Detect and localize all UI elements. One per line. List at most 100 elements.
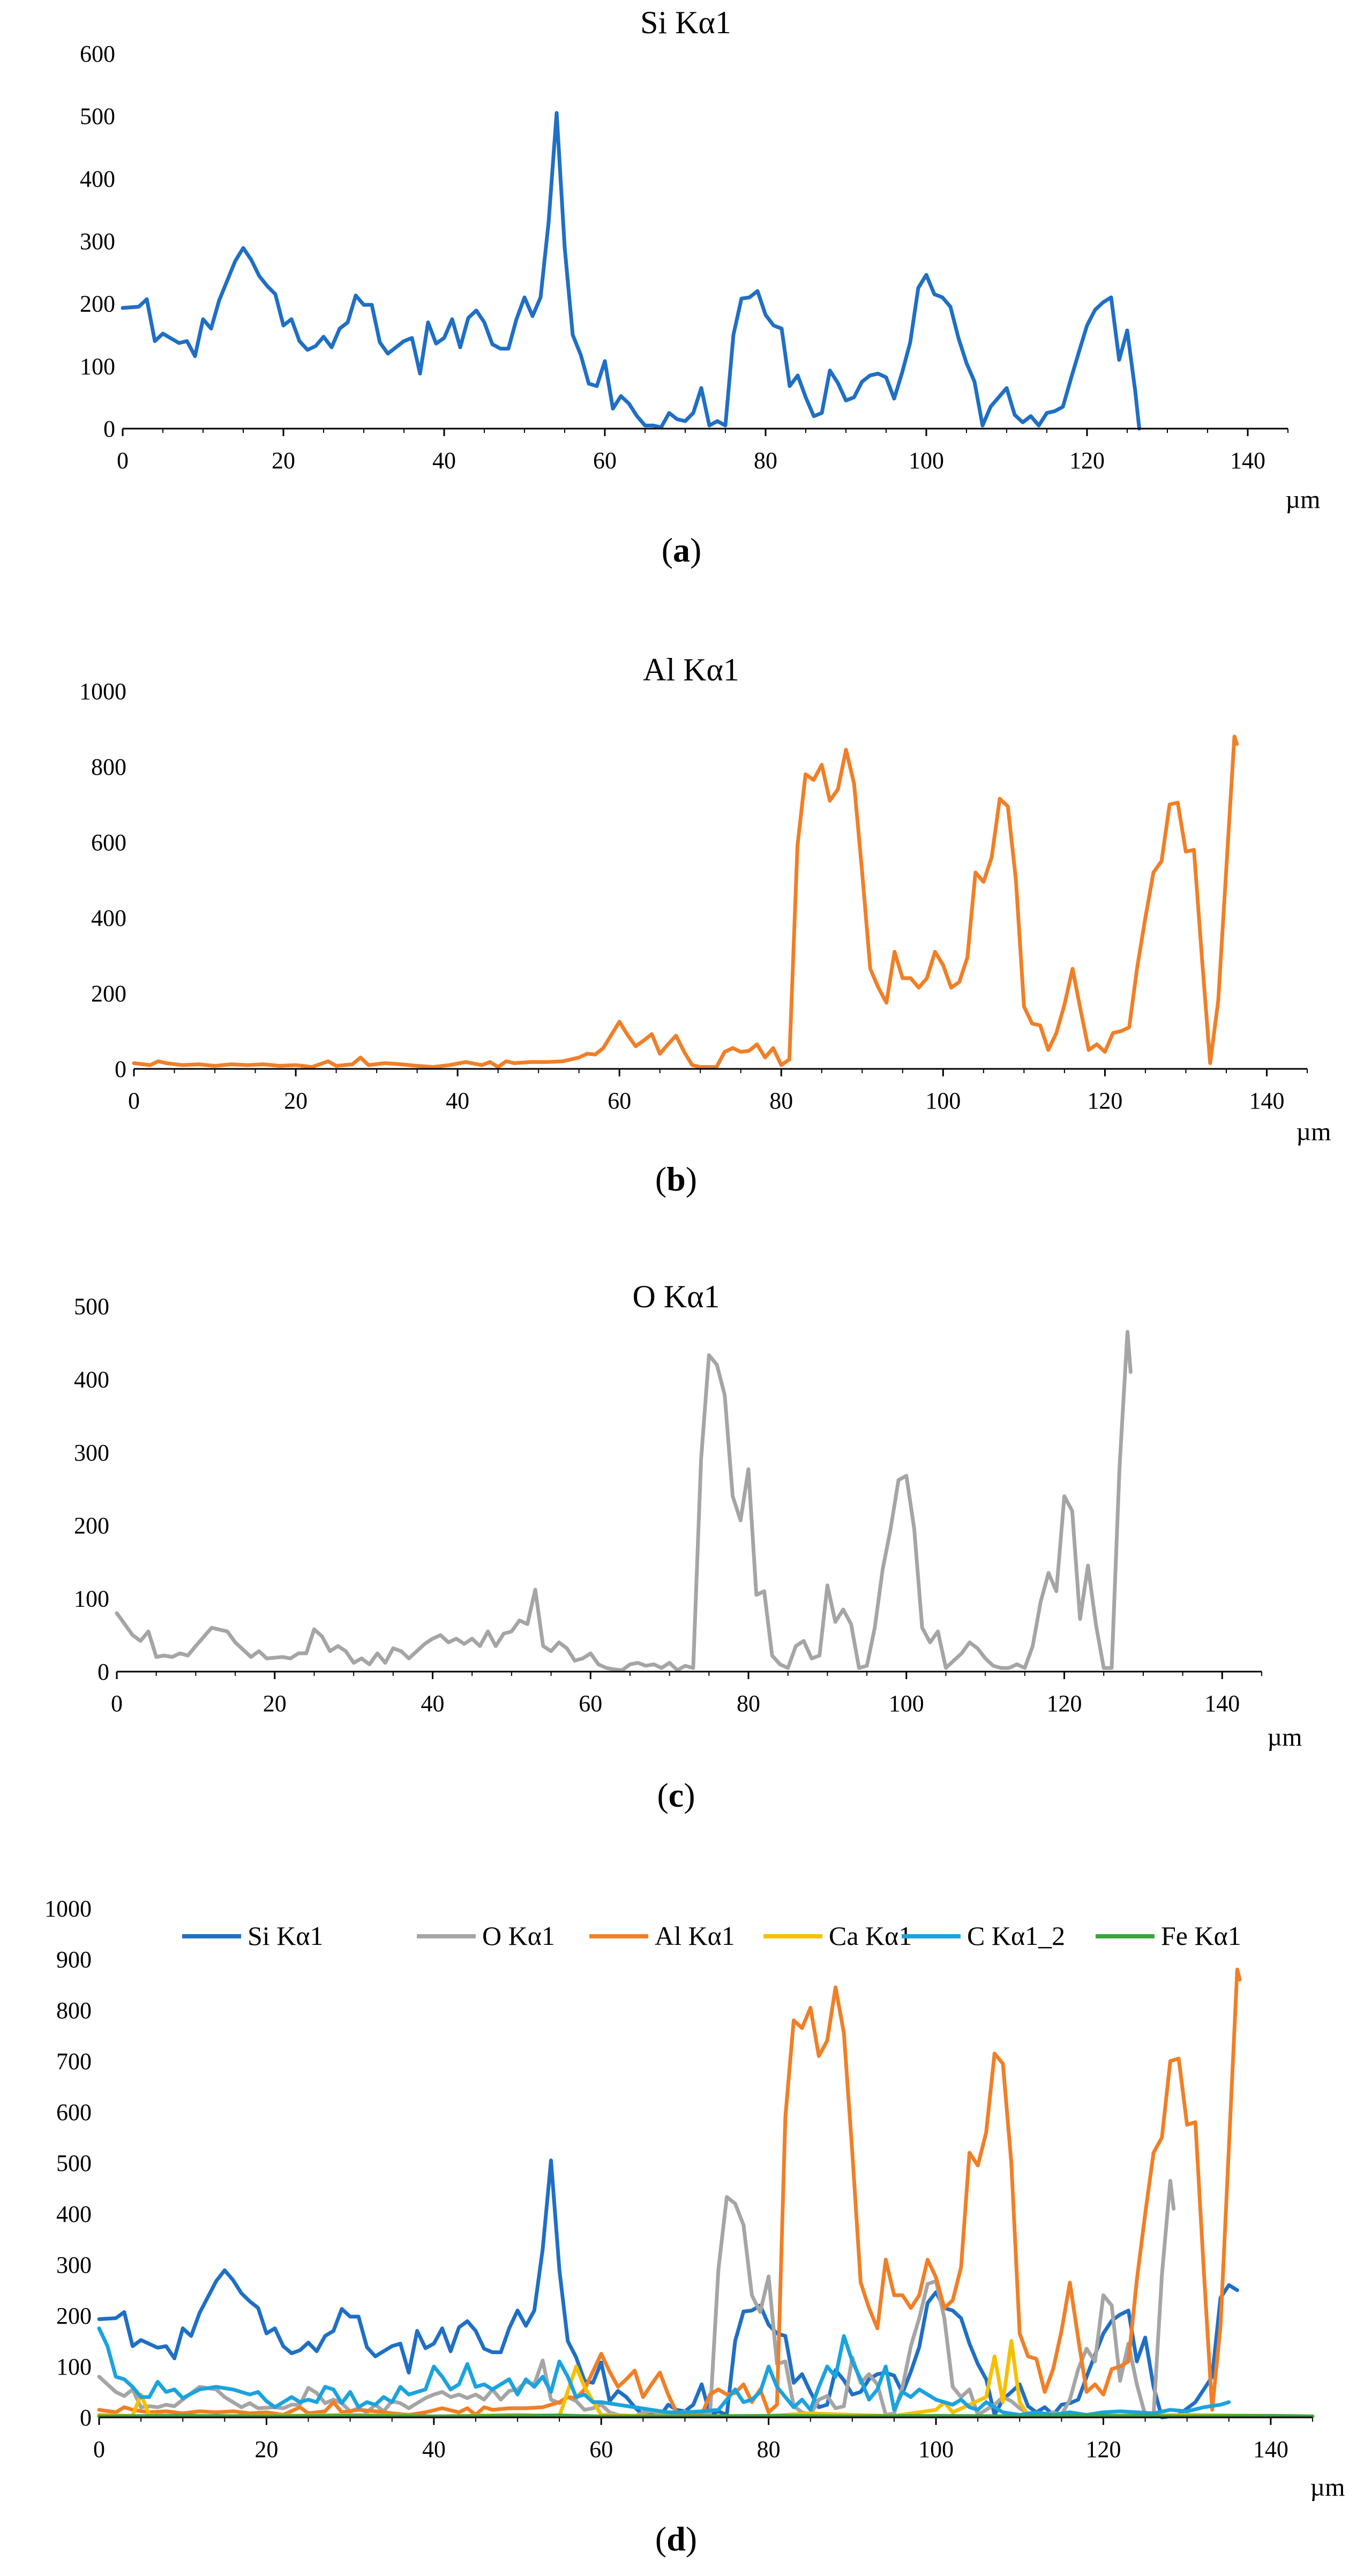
panel-d-y-tick-100: 100	[56, 2354, 92, 2380]
panel-a: Si Kα1 0 100 200 300 400 500 600 0 20 40 60 80 100 1…	[80, 5, 1321, 569]
panel-b-x-tick-40: 40	[446, 1088, 469, 1114]
panel-c-x-tick-140: 140	[1204, 1690, 1240, 1717]
panel-d: Si Kα1 O Kα1 Al Kα1 Ca Kα1 C Kα1_2 Fe Kα1 0 10…	[44, 1896, 1345, 2558]
panel-a-y-tick-labels: 0 100 200 300 400 500 600	[80, 41, 115, 442]
panel-c-y-tick-100: 100	[74, 1586, 109, 1612]
panel-d-y-tick-700: 700	[56, 2048, 92, 2075]
legend-label-al-k-1: Al Kα1	[655, 1921, 735, 1951]
panel-d-x-tick-0: 0	[93, 2436, 105, 2462]
panel-c-y-tick-500: 500	[74, 1293, 109, 1320]
panel-a-title: Si Kα1	[640, 5, 731, 40]
panel-c-unit-label: µm	[1268, 1723, 1302, 1751]
panel-b-y-tick-600: 600	[91, 829, 126, 856]
panel-d-x-tick-120: 120	[1085, 2436, 1121, 2462]
panel-d-x-tick-140: 140	[1253, 2436, 1288, 2462]
panel-a-y-tick-600: 600	[80, 41, 115, 67]
panel-c-x-tick-60: 60	[579, 1690, 602, 1717]
panel-b-x-tick-labels: 0 20 40 60 80 100 120 140	[128, 1069, 1308, 1114]
legend-label-si-k-1: Si Kα1	[248, 1921, 324, 1951]
legend-label-o-k-1: O Kα1	[482, 1921, 555, 1951]
panel-d-y-tick-labels: 0 100 200 300 400 500 600 700 800 900 1000	[44, 1896, 92, 2431]
panel-b: Al Kα1 0 200 400 600 800 1000 0 20 40 60 80 100 120…	[79, 652, 1331, 1198]
panel-b-x-tick-80: 80	[769, 1088, 793, 1114]
panel-d-x-tick-20: 20	[254, 2436, 278, 2462]
panel-b-caption-letter: b	[666, 1160, 686, 1198]
panel-c-x-tick-80: 80	[737, 1690, 760, 1717]
panel-d-y-tick-300: 300	[56, 2252, 92, 2278]
panel-a-x-tick-labels: 0 20 40 60 80 100 120 140	[117, 429, 1288, 474]
panel-c-x-tick-labels: 0 20 40 60 80 100 120 140	[111, 1672, 1262, 1717]
panel-d-y-tick-800: 800	[56, 1997, 92, 2024]
panel-a-caption: (a)	[662, 531, 702, 569]
panel-d-y-tick-500: 500	[56, 2150, 92, 2176]
panel-c-y-tick-400: 400	[74, 1366, 109, 1392]
panel-b-y-tick-0: 0	[115, 1056, 126, 1082]
panel-d-y-tick-1000: 1000	[44, 1896, 92, 1922]
panel-a-y-tick-300: 300	[80, 228, 115, 254]
panel-c-y-tick-0: 0	[98, 1659, 109, 1685]
panel-d-series-line-fe-k-1	[97, 2413, 1315, 2418]
panel-c-caption: (c)	[657, 1776, 695, 1814]
panel-d-series	[97, 1967, 1315, 2420]
panel-c-series-line-o-k-1	[115, 1330, 1133, 1672]
panel-b-x-tick-0: 0	[128, 1088, 140, 1114]
panel-a-x-tick-0: 0	[117, 447, 129, 474]
panel-b-x-tick-60: 60	[608, 1088, 631, 1114]
panel-d-y-tick-200: 200	[56, 2303, 92, 2329]
panel-b-title: Al Kα1	[643, 652, 739, 687]
panel-b-y-tick-400: 400	[91, 905, 126, 931]
panel-c-y-tick-labels: 0 100 200 300 400 500	[74, 1293, 109, 1685]
panel-b-x-tick-120: 120	[1087, 1088, 1122, 1114]
panel-b-y-tick-800: 800	[91, 754, 126, 780]
panel-a-x-tick-140: 140	[1230, 447, 1265, 474]
panel-b-series-line-al-k-1	[132, 735, 1239, 1069]
panel-b-series	[132, 735, 1239, 1069]
panel-c-x-tick-120: 120	[1047, 1690, 1082, 1717]
panel-a-x-tick-80: 80	[754, 447, 777, 474]
panel-a-x-tick-60: 60	[593, 447, 617, 474]
panel-d-x-tick-60: 60	[589, 2436, 613, 2462]
panel-a-x-tick-20: 20	[272, 447, 295, 474]
panel-a-y-tick-400: 400	[80, 166, 115, 192]
panel-b-unit-label: µm	[1296, 1118, 1331, 1146]
panel-d-series-line-c-k-1-2	[97, 2326, 1231, 2417]
panel-d-x-tick-80: 80	[757, 2436, 781, 2462]
panel-d-x-tick-100: 100	[918, 2436, 954, 2462]
panel-d-y-tick-400: 400	[56, 2201, 92, 2227]
panel-c-y-tick-200: 200	[74, 1512, 109, 1539]
panel-c-x-tick-40: 40	[421, 1690, 445, 1717]
legend-label-ca-k-1: Ca Kα1	[829, 1921, 912, 1951]
panel-c-x-tick-0: 0	[111, 1690, 123, 1717]
panel-a-y-tick-100: 100	[80, 353, 115, 379]
panel-c-series	[115, 1330, 1133, 1672]
panel-d-x-tick-labels: 0 20 40 60 80 100 120 140	[93, 2417, 1313, 2462]
panel-b-y-tick-1000: 1000	[79, 678, 126, 705]
panel-b-y-tick-200: 200	[91, 980, 126, 1007]
panel-b-caption: (b)	[655, 1160, 697, 1198]
panel-c-title: O Kα1	[632, 1279, 720, 1314]
panel-d-legend: Si Kα1 O Kα1 Al Kα1 Ca Kα1 C Kα1_2 Fe Kα1	[182, 1921, 1241, 1951]
panel-d-caption-letter: d	[666, 2520, 686, 2558]
panel-b-y-tick-labels: 0 200 400 600 800 1000	[79, 678, 126, 1082]
panel-c-caption-letter: c	[669, 1776, 684, 1814]
panel-a-series-line-si-k-1	[121, 111, 1141, 431]
panel-a-series	[121, 111, 1141, 431]
panel-a-x-tick-120: 120	[1069, 447, 1105, 474]
panel-a-x-tick-100: 100	[909, 447, 944, 474]
panel-c: O Kα1 0 100 200 300 400 500 0 20 40 60 80 100 120 14…	[74, 1279, 1302, 1814]
panel-b-x-tick-20: 20	[284, 1088, 308, 1114]
panel-d-y-tick-900: 900	[56, 1946, 92, 1973]
legend-label-c-k-1-2: C Kα1_2	[967, 1921, 1065, 1951]
panel-c-y-tick-300: 300	[74, 1440, 109, 1466]
panel-d-caption: (d)	[655, 2520, 697, 2558]
panel-d-y-tick-600: 600	[56, 2099, 92, 2125]
panel-a-caption-letter: a	[673, 531, 690, 569]
panel-a-y-tick-200: 200	[80, 291, 115, 317]
panel-b-x-tick-100: 100	[925, 1088, 961, 1114]
panel-d-y-tick-0: 0	[80, 2405, 92, 2431]
panel-a-x-tick-40: 40	[432, 447, 456, 474]
panel-d-x-tick-40: 40	[422, 2436, 446, 2462]
panel-d-unit-label: µm	[1310, 2473, 1345, 2502]
panel-a-y-tick-0: 0	[103, 416, 115, 442]
